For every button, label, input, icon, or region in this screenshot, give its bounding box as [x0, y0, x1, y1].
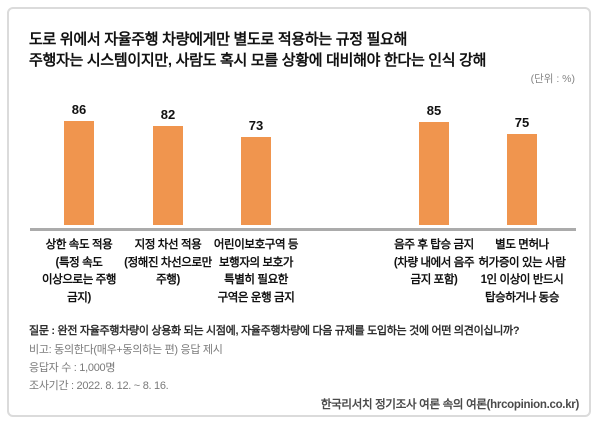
bar-value-label: 86: [71, 102, 87, 117]
title-line-1: 도로 위에서 자율주행 차량에게만 별도로 적용하는 규정 필요해: [29, 31, 408, 48]
bar-group: 75: [507, 115, 537, 225]
footnote-note: 비고: 동의한다(매우+동의하는 편) 응답 제시: [29, 344, 223, 356]
bar-group: 82: [153, 107, 183, 225]
bar-value-label: 85: [426, 103, 442, 118]
bar: [153, 126, 183, 225]
bar: [64, 121, 94, 225]
footnote-period: 조사기간 : 2022. 8. 12. ~ 8. 16.: [29, 380, 169, 392]
category-label: 음주 후 탑승 금지 (차량 내에서 음주 금지 포함): [393, 239, 475, 286]
category-label: 상한 속도 적용 (특정 속도 이상으로는 주행 금지): [41, 239, 117, 304]
bar-group: 73: [241, 118, 271, 225]
category-label: 어린이보호구역 등 보행자의 보호가 특별히 필요한 구역은 운행 금지: [213, 239, 299, 304]
title-line-2: 주행자는 시스템이지만, 사람도 혹시 모를 상황에 대비해야 한다는 인식 강…: [29, 52, 487, 69]
chart-title: 도로 위에서 자율주행 차량에게만 별도로 적용하는 규정 필요해 주행자는 시…: [29, 29, 486, 71]
bar: [241, 137, 271, 225]
bar-value-label: 73: [248, 118, 264, 133]
x-axis-line: [30, 228, 576, 231]
source-branding: 한국리서치 정기조사 여론 속의 여론(hrcopinion.co.kr): [320, 399, 579, 411]
category-label: 지정 차선 적용 (정해진 차선으로만 주행): [124, 239, 212, 286]
bar: [507, 134, 537, 225]
bar-group: 86: [64, 102, 94, 225]
bar-value-label: 75: [514, 115, 530, 130]
unit-label: (단위 : %): [530, 73, 575, 85]
footnote-respondents: 응답자 수 : 1,000명: [29, 362, 116, 374]
footnote-question: 질문 : 완전 자율주행차량이 상용화 되는 시점에, 자율주행차량에 다음 규…: [29, 325, 520, 337]
category-label: 별도 면허나 허가증이 있는 사람 1인 이상이 반드시 탑승하거나 동승: [478, 239, 566, 304]
survey-chart-card: 도로 위에서 자율주행 차량에게만 별도로 적용하는 규정 필요해 주행자는 시…: [7, 7, 591, 417]
bar: [419, 122, 449, 225]
bar-group: 85: [419, 103, 449, 225]
bar-value-label: 82: [160, 107, 176, 122]
